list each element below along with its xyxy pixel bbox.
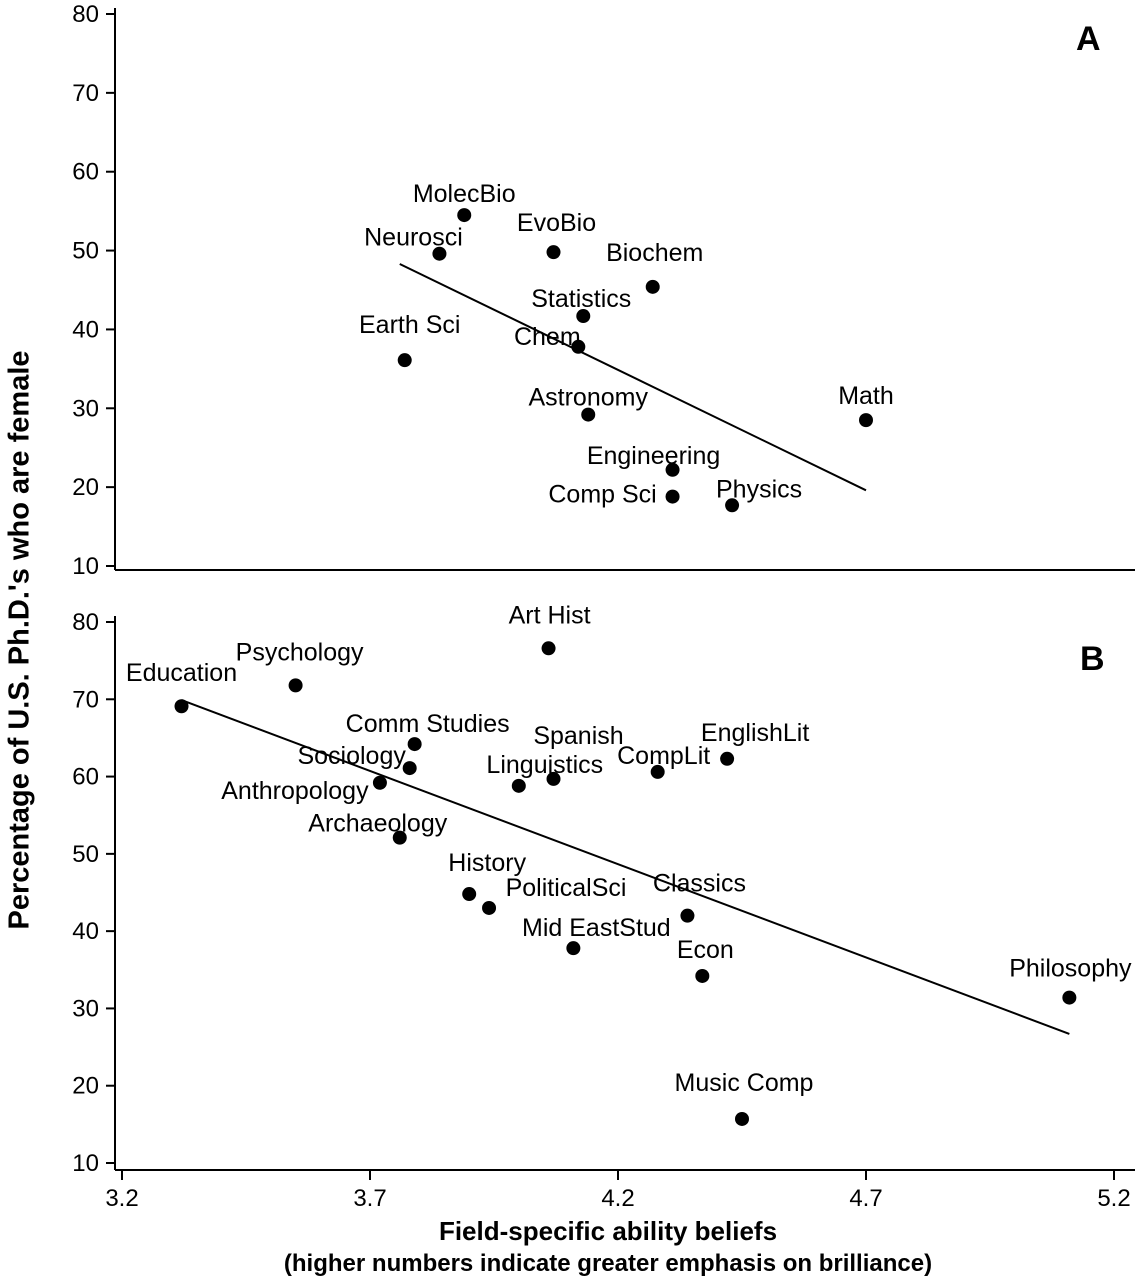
point-label: Anthropology (221, 777, 369, 805)
point-label: CompLit (617, 742, 710, 770)
y-axis-label: Percentage of U.S. Ph.D.'s who are femal… (3, 350, 36, 930)
point-label: Psychology (236, 638, 364, 666)
data-point (541, 641, 556, 656)
x-axis-sublabel: (higher numbers indicate greater emphasi… (283, 1250, 933, 1277)
trend-line (399, 263, 867, 492)
point-label: Education (126, 659, 237, 687)
x-tick-label: 3.7 (353, 1185, 386, 1212)
y-tick-label: 50 (72, 841, 99, 868)
point-label: Art Hist (509, 601, 591, 629)
data-point (288, 678, 303, 693)
data-point (650, 764, 665, 779)
y-tick-label: 40 (72, 918, 99, 945)
data-point (665, 462, 680, 477)
x-tick-label: 3.2 (105, 1185, 138, 1212)
y-tick-label: 10 (72, 1150, 99, 1177)
point-label: Music Comp (675, 1069, 814, 1097)
point-label: Econ (677, 936, 734, 964)
data-point (1062, 990, 1077, 1005)
data-point (576, 309, 591, 324)
point-label: Classics (653, 870, 746, 898)
point-label: EvoBio (517, 209, 596, 237)
data-point (571, 339, 586, 354)
data-point (397, 353, 412, 368)
point-label: Mid EastStud (522, 914, 671, 942)
y-tick-label: 70 (72, 686, 99, 713)
data-point (546, 245, 561, 260)
point-label: EnglishLit (701, 719, 809, 747)
point-label: History (448, 849, 526, 877)
data-point (457, 208, 472, 223)
y-tick-label: 50 (72, 238, 99, 265)
point-label: Spanish (533, 722, 623, 750)
point-label: Philosophy (1009, 955, 1132, 983)
point-label: Comp Sci (548, 481, 656, 509)
y-tick-label: 70 (72, 80, 99, 107)
data-point (695, 968, 710, 983)
data-point (720, 751, 735, 766)
y-tick-label: 30 (72, 995, 99, 1022)
point-label: Linguistics (486, 751, 603, 779)
point-label: Comm Studies (346, 710, 510, 738)
y-tick-label: 80 (72, 1, 99, 28)
panel-b: 10 20 30 40 50 60 70 80 3.2 3.7 4.2 4.7 5.2 Art Hist P… (72, 601, 1135, 1212)
y-tick-label: 60 (72, 159, 99, 186)
y-tick-label: 40 (72, 316, 99, 343)
data-point (392, 830, 407, 845)
point-label: Biochem (606, 239, 703, 267)
data-point (482, 900, 497, 915)
x-tick-label: 4.2 (601, 1185, 634, 1212)
point-label: Archaeology (308, 810, 447, 838)
y-tick-label: 10 (72, 553, 99, 580)
data-point (407, 737, 422, 752)
y-tick-label: 80 (72, 609, 99, 636)
data-point (725, 498, 740, 513)
panel-b-letter: B (1080, 640, 1105, 678)
point-label: Physics (716, 475, 802, 503)
data-point (511, 778, 526, 793)
data-point (546, 771, 561, 786)
data-point (859, 413, 873, 428)
data-point (432, 246, 447, 261)
panel-a-letter: A (1076, 20, 1101, 58)
data-point (581, 407, 596, 422)
panel-a: 10 20 30 40 50 60 70 80 MolecBio Neurosci EvoBio Bi… (72, 1, 1135, 580)
y-tick-label: 20 (72, 474, 99, 501)
data-point (462, 887, 477, 902)
point-label: Sociology (297, 742, 406, 770)
point-label: Math (838, 382, 894, 410)
data-point (402, 761, 417, 776)
data-point (735, 1111, 749, 1126)
y-tick-label: 30 (72, 395, 99, 422)
x-tick-label: 5.2 (1097, 1185, 1130, 1212)
data-point (645, 279, 660, 294)
point-label: Statistics (531, 285, 631, 313)
point-label: PoliticalSci (506, 874, 627, 902)
point-label: Earth Sci (359, 311, 460, 339)
data-point (665, 489, 680, 504)
data-point (566, 941, 581, 956)
x-tick-label: 4.7 (849, 1185, 882, 1212)
data-point (680, 908, 695, 923)
point-label: Neurosci (364, 224, 463, 252)
y-tick-label: 60 (72, 764, 99, 791)
point-label: Engineering (587, 442, 720, 470)
point-label: Astronomy (528, 384, 648, 412)
point-label: Chem (514, 323, 581, 351)
y-tick-label: 20 (72, 1073, 99, 1100)
trend-line (181, 699, 1070, 1035)
data-point (174, 699, 189, 714)
point-label: MolecBio (413, 180, 516, 208)
data-point (372, 775, 387, 790)
x-axis-label: Field-specific ability beliefs (438, 1216, 778, 1246)
